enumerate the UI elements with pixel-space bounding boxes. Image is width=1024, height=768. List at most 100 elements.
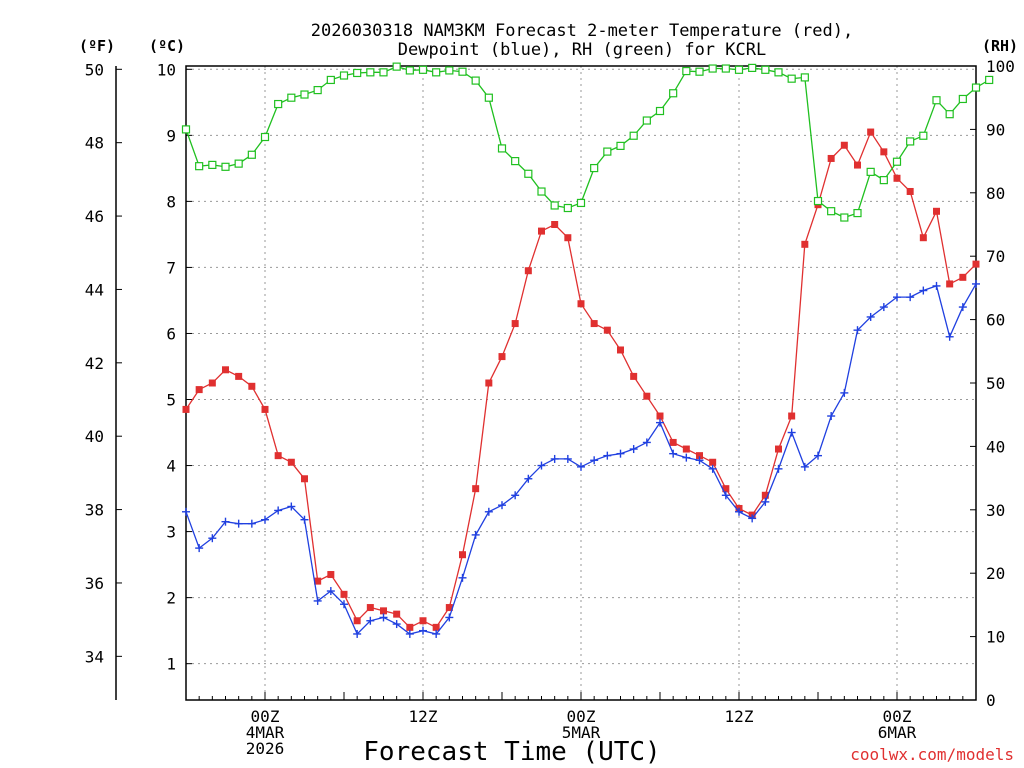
point-rh-61 — [985, 75, 994, 85]
ytick-label-c-9: 9 — [166, 126, 176, 145]
ytick-label-f-34: 34 — [85, 647, 104, 666]
point-dewpoint-24 — [498, 501, 506, 510]
point-dewpoint-21 — [458, 573, 467, 582]
point-dewpoint-13 — [353, 629, 362, 638]
point-temperature-25 — [511, 320, 519, 328]
ytick-label-f-42: 42 — [85, 354, 104, 373]
point-temperature-59 — [959, 273, 967, 281]
point-temperature-56 — [919, 234, 927, 242]
point-dewpoint-49 — [827, 412, 836, 421]
point-dewpoint-59 — [958, 303, 967, 312]
data-series — [181, 62, 994, 638]
point-temperature-16 — [393, 610, 401, 618]
point-temperature-51 — [854, 161, 861, 169]
ytick-label-f-40: 40 — [85, 427, 104, 446]
point-temperature-12 — [340, 590, 348, 598]
point-dewpoint-57 — [932, 281, 941, 290]
point-dewpoint-35 — [642, 438, 651, 447]
point-dewpoint-23 — [484, 507, 493, 516]
point-temperature-6 — [261, 405, 269, 413]
ytick-label-c-1: 1 — [166, 655, 176, 674]
point-temperature-52 — [867, 128, 875, 136]
point-dewpoint-26 — [524, 474, 533, 483]
point-temperature-0 — [182, 405, 190, 413]
point-temperature-34 — [630, 372, 638, 380]
point-temperature-50 — [840, 141, 848, 149]
ytick-label-c-3: 3 — [166, 523, 176, 542]
point-dewpoint-9 — [300, 515, 309, 524]
point-rh-40 — [708, 64, 717, 73]
point-dewpoint-33 — [616, 449, 625, 458]
point-temperature-46 — [788, 412, 796, 420]
ytick-label-rh-50: 50 — [986, 374, 1005, 393]
point-dewpoint-46 — [787, 428, 796, 437]
point-rh-28 — [550, 201, 559, 210]
point-rh-37 — [669, 89, 678, 98]
ytick-label-f-38: 38 — [85, 501, 104, 520]
point-rh-20 — [445, 66, 454, 75]
point-rh-39 — [695, 67, 704, 76]
point-temperature-17 — [406, 623, 414, 631]
point-rh-9 — [300, 90, 309, 99]
point-temperature-36 — [656, 412, 664, 420]
point-dewpoint-0 — [182, 507, 190, 516]
series-rh — [181, 62, 994, 222]
point-dewpoint-60 — [972, 279, 980, 288]
point-temperature-19 — [432, 623, 440, 631]
point-rh-38 — [682, 66, 691, 76]
point-rh-18 — [418, 65, 428, 74]
ytick-label-c-4: 4 — [166, 457, 176, 476]
ytick-label-rh-30: 30 — [986, 501, 1005, 520]
point-temperature-13 — [353, 617, 361, 625]
point-temperature-22 — [472, 485, 480, 493]
point-rh-14 — [366, 68, 375, 77]
point-rh-6 — [260, 132, 270, 142]
point-temperature-45 — [775, 445, 782, 453]
point-temperature-53 — [880, 148, 888, 156]
point-temperature-44 — [761, 491, 769, 499]
point-dewpoint-36 — [656, 418, 664, 427]
point-dewpoint-50 — [840, 388, 849, 397]
point-dewpoint-22 — [471, 530, 480, 539]
point-rh-36 — [655, 106, 665, 116]
point-temperature-18 — [419, 617, 427, 625]
point-dewpoint-47 — [800, 462, 809, 471]
point-dewpoint-20 — [445, 613, 454, 622]
point-rh-34 — [629, 131, 638, 140]
point-temperature-5 — [248, 382, 256, 390]
point-dewpoint-56 — [919, 286, 928, 295]
point-temperature-2 — [208, 379, 216, 387]
point-temperature-30 — [577, 300, 585, 308]
point-temperature-26 — [524, 267, 532, 275]
point-rh-17 — [405, 66, 414, 75]
point-dewpoint-58 — [945, 332, 954, 341]
point-dewpoint-51 — [853, 326, 862, 335]
point-temperature-39 — [696, 452, 703, 460]
point-dewpoint-40 — [708, 464, 717, 473]
point-rh-10 — [313, 85, 322, 95]
point-rh-43 — [748, 63, 757, 73]
point-rh-51 — [853, 208, 862, 218]
point-rh-19 — [432, 68, 441, 77]
ytick-label-c-10: 10 — [157, 60, 176, 79]
point-rh-21 — [458, 67, 467, 76]
point-rh-23 — [484, 93, 493, 102]
point-rh-27 — [537, 187, 546, 196]
ytick-label-c-7: 7 — [166, 258, 176, 277]
ytick-label-f-44: 44 — [85, 280, 104, 299]
point-rh-13 — [353, 68, 362, 78]
point-dewpoint-44 — [761, 497, 770, 506]
point-rh-31 — [590, 163, 599, 173]
point-rh-11 — [326, 75, 335, 85]
point-rh-7 — [274, 99, 283, 109]
point-rh-59 — [958, 94, 967, 104]
point-rh-1 — [195, 162, 204, 171]
ytick-label-c-5: 5 — [166, 391, 176, 410]
point-dewpoint-42 — [735, 507, 743, 516]
point-rh-54 — [892, 157, 902, 166]
point-dewpoint-15 — [379, 613, 388, 622]
point-temperature-29 — [564, 234, 572, 242]
point-dewpoint-7 — [274, 506, 283, 515]
